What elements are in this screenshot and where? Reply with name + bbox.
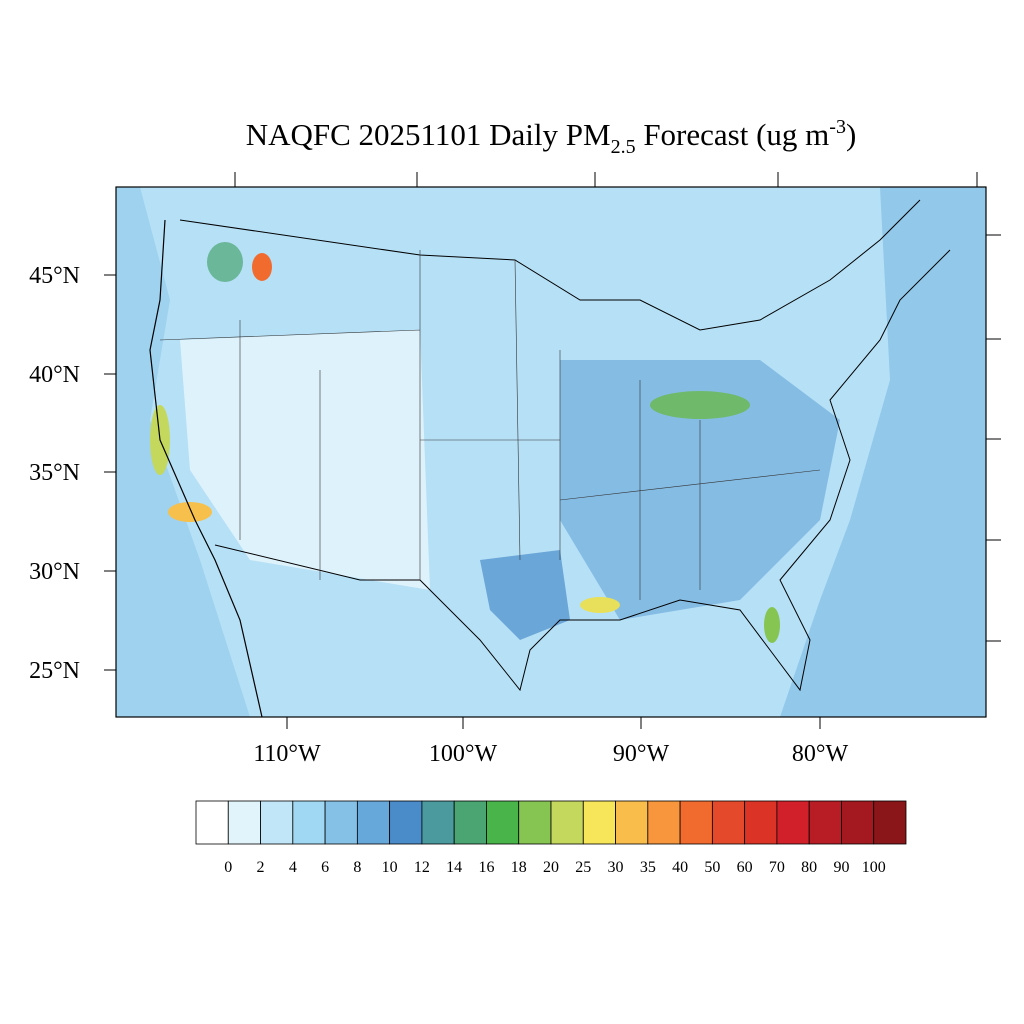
colorbar-box [292,800,326,845]
colorbar-label: 6 [321,859,329,876]
colorbar-label: 90 [833,859,849,876]
colorbar-box [486,800,520,845]
louisiana-plume [580,597,620,613]
colorbar-label: 25 [575,859,591,876]
colorbar-box [195,800,229,845]
low-west [180,330,430,590]
colorbar-box [841,800,875,845]
lat-label: 35°N [29,460,80,486]
colorbar-box [647,800,681,845]
colorbar: 0 2 4 6 8 10 12 14 16 18 20 25 30 35 40 50 60 70 80 90 100 [195,800,907,876]
ohio-plume [650,391,750,419]
colorbar-box [227,800,261,845]
lat-label: 45°N [29,263,80,289]
lon-label: 100°W [429,741,498,767]
colorbar-label: 20 [543,859,559,876]
lat-label: 40°N [29,362,80,388]
colorbar-box [324,800,358,845]
colorbar-label: 0 [224,859,232,876]
colorbar-box [744,800,778,845]
colorbar-label: 4 [289,859,297,876]
colorbar-box [776,800,810,845]
colorbar-box [518,800,552,845]
lon-label: 110°W [253,741,321,767]
colorbar-box [260,800,294,845]
ticks [104,172,1001,729]
title-text: NAQFC 20251101 Daily PM [246,117,611,152]
colorbar-box [679,800,713,845]
ocean-west [116,187,250,717]
colorbar-box [711,800,746,845]
colorbar-label: 80 [801,859,817,876]
lon-label: 80°W [792,741,849,767]
colorbar-label: 2 [257,859,265,876]
colorbar-label: 35 [640,859,656,876]
colorbar-box [421,800,455,845]
colorbar-label: 16 [478,859,494,876]
colorbar-label: 8 [353,859,361,876]
south-east-coast [214,249,951,692]
colorbar-box [582,800,616,845]
ocean-east [780,187,986,717]
colorbar-label: 14 [446,859,462,876]
axis-labels: 45°N 40°N 35°N 30°N 25°N 110°W 100°W 90°W 80°W [29,263,848,767]
texas-haze [480,550,570,640]
idaho-plume [207,242,243,282]
montana-plume [252,253,272,281]
title-end: ) [846,117,856,152]
colorbar-label: 70 [769,859,785,876]
title-subscript: 2.5 [611,136,636,158]
colorbar-box [550,800,584,845]
colorbar-box [808,800,842,845]
colorbar-label: 30 [608,859,624,876]
north-border [179,199,921,331]
colorbar-box [389,800,423,845]
state-lines [159,250,821,600]
colorbar-label: 50 [704,859,720,876]
west-coast [149,219,263,717]
florida-plume [764,607,780,643]
colorbar-label: 100 [862,859,886,876]
colorbar-box [453,800,487,845]
lat-label: 25°N [29,658,80,684]
colorbar-label: 10 [382,859,398,876]
title-middle: Forecast (ug m [636,117,830,152]
colorbar-box [356,800,391,845]
colorbar-box [615,800,649,845]
colorbar-label: 40 [672,859,688,876]
map [116,187,986,717]
colorbar-label: 12 [414,859,430,876]
colorbar-label: 18 [511,859,527,876]
lon-label: 90°W [613,741,670,767]
title-superscript: -3 [829,116,846,138]
colorbar-label: 60 [737,859,753,876]
colorbar-box [873,800,907,845]
socal-plume [168,502,212,522]
title: NAQFC 20251101 Daily PM2.5 Forecast (ug … [246,116,857,158]
lat-label: 30°N [29,559,80,585]
map-frame [115,186,987,718]
